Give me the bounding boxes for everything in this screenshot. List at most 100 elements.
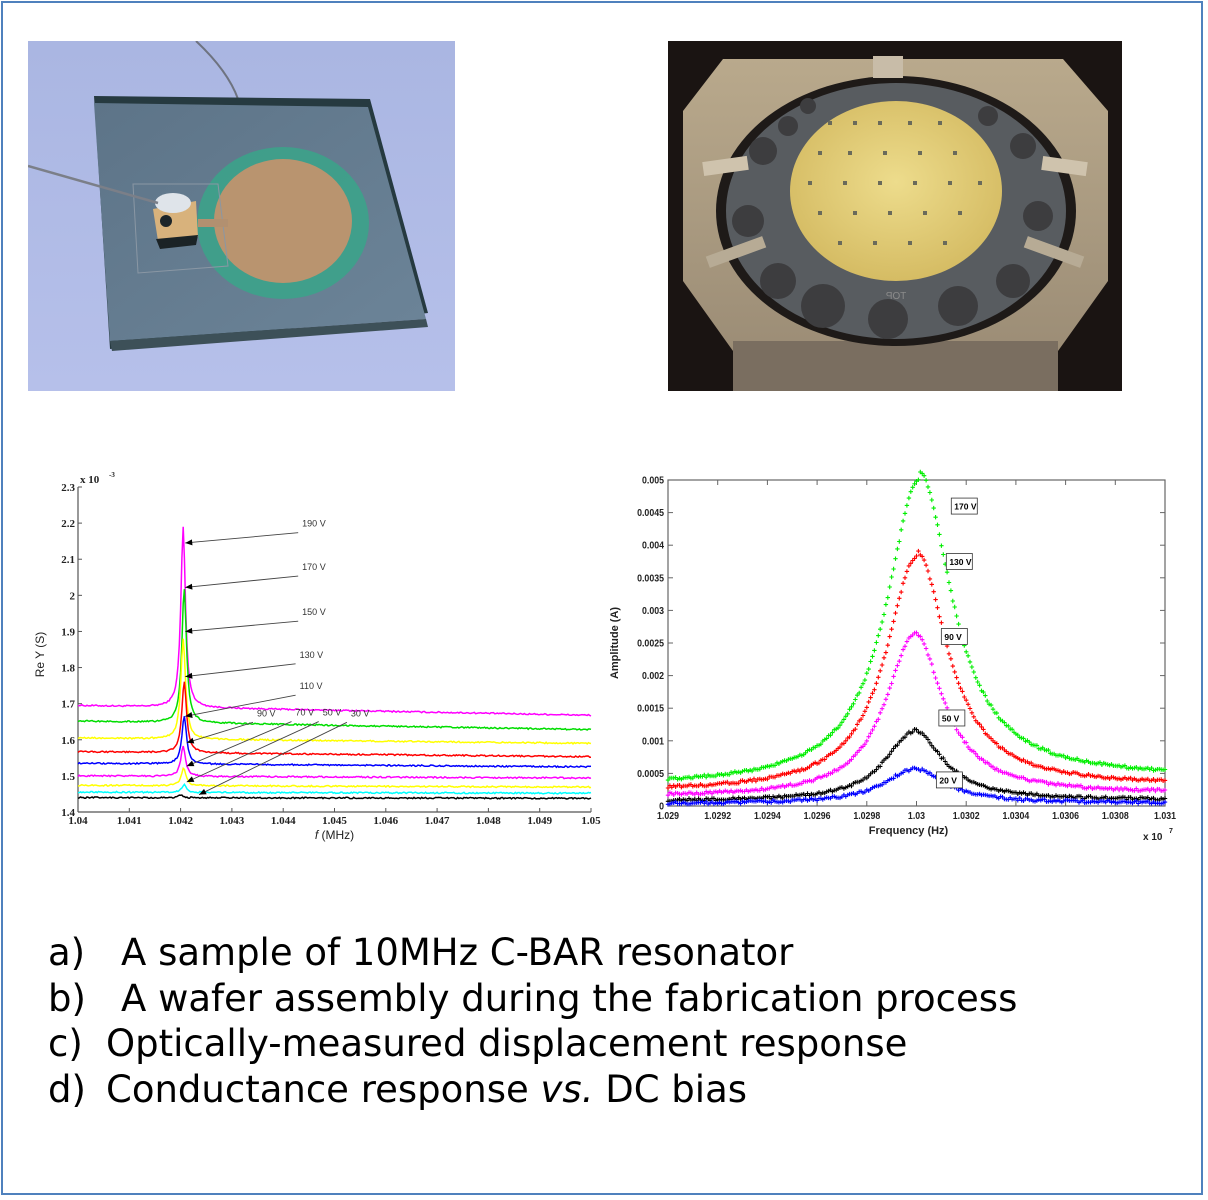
x-axis-label-italic: f [315, 828, 320, 842]
series-plus-markers [665, 548, 1168, 791]
caption-b: b) A wafer assembly during the fabricatio… [48, 976, 1017, 1022]
series-line-150v [77, 638, 592, 745]
photo-wafer-assembly: TOP [668, 41, 1122, 391]
caption-d-text-after: DC bias [593, 1067, 748, 1111]
x-exponent-label: x 10 [1143, 832, 1163, 843]
annotation-label: 170 V [954, 502, 977, 512]
series-markers-170v [665, 469, 1168, 783]
caption-d-label: d) [48, 1067, 86, 1111]
chart-displacement-series [665, 469, 1168, 807]
series-line-30v [77, 794, 592, 800]
annotation-box [945, 553, 973, 570]
series-line-90v [77, 745, 592, 780]
y-tick-label: 0.002 [642, 670, 664, 682]
annotation-label: 50 V [942, 713, 960, 723]
annotation-arrow-line [185, 663, 296, 678]
x-tick-label: 1.0304 [1002, 809, 1030, 821]
series-plus-markers [665, 630, 1168, 798]
annotation-arrow-line [185, 575, 299, 588]
annotation-label: 90 V [257, 708, 276, 718]
annotation-box [935, 771, 963, 789]
x-tick-label: 1.049 [527, 815, 552, 827]
wafer-illustration: TOP [668, 41, 1122, 391]
chart-displacement-annotations: 170 V 130 V 90 V 50 V 20 V [935, 497, 978, 789]
x-tick-label: 1.043 [220, 815, 245, 827]
annotation-arrow-line [186, 721, 319, 783]
x-tick-label: 1.047 [425, 815, 450, 827]
annotation-arrowhead [186, 776, 195, 783]
chart-conductance-axes: 1.4 1.5 1.6 1.7 1.8 1.9 2 2.1 2.2 2.3 1.04 1.041 1.0… [33, 471, 601, 842]
annotation-arrow-line [186, 721, 292, 767]
x-axis-label: Frequency (Hz) [869, 825, 949, 837]
series-markers-90v [665, 630, 1168, 798]
x-tick-label: 1.04 [68, 815, 88, 827]
annotation-arrowhead [185, 583, 193, 590]
y-tick-label: 1.9 [61, 626, 75, 638]
y-tick-label: 0.0015 [637, 702, 664, 714]
annotation-label: 190 V [302, 519, 326, 529]
y-tick-label: 1.8 [61, 663, 75, 675]
y-tick-label: 2.3 [61, 482, 75, 494]
x-axis-label-rest: (MHz) [318, 828, 354, 842]
y-tick-label: 0.0045 [637, 507, 664, 519]
y-tick-label: 1.5 [61, 771, 75, 783]
chart-displacement-svg: 0 0.0005 0.001 0.0015 0.002 0.0025 0.003 0.0035… [609, 469, 1176, 843]
caption-d-text-before: Conductance response [106, 1067, 541, 1111]
y-tick-label: 0.005 [642, 474, 664, 486]
caption-a: a) A sample of 10MHz C-BAR resonator [48, 930, 1017, 976]
annotation-label: 110 V [300, 681, 323, 691]
chart-conductance: 1.4 1.5 1.6 1.7 1.8 1.9 2 2.1 2.2 2.3 1.04 1.041 1.0… [30, 470, 610, 860]
x-tick-label: 1.03 [908, 809, 925, 821]
annotation-arrow-line [186, 721, 254, 744]
caption-c-label: c) [48, 1022, 83, 1065]
caption-d: d) Conductance response vs. DC bias [48, 1067, 1017, 1113]
y-tick-label: 1.7 [61, 699, 75, 711]
annotation-box [938, 709, 966, 727]
photo-resonator-sample [28, 41, 455, 391]
x-tick-label: 1.0298 [853, 809, 880, 821]
series-markers-50v [665, 727, 1168, 804]
caption-b-label: b) [48, 976, 86, 1020]
y-exponent-value: -3 [109, 471, 115, 479]
caption-a-text: A sample of 10MHz C-BAR resonator [121, 931, 794, 974]
series-line-110v [77, 716, 592, 769]
x-tick-label: 1.0294 [754, 809, 782, 821]
caption-a-label: a) [48, 931, 86, 974]
annotation-arrowhead [185, 712, 193, 718]
annotation-label: 170 V [302, 562, 326, 572]
series-line-130v [77, 681, 591, 759]
chart-conductance-annotations: 190 V 170 V 150 V 130 V 110 V 90 V 70 V 50 V 30 … [185, 519, 369, 796]
annotation-arrowhead [185, 627, 193, 634]
x-tick-label: 1.048 [476, 815, 501, 827]
y-tick-label: 0.0035 [637, 572, 664, 584]
series-line-190v [77, 526, 592, 717]
annotation-arrowhead [199, 788, 207, 795]
series-markers-130v [665, 548, 1168, 791]
series-plus-markers [665, 727, 1168, 804]
series-line-50v [77, 782, 592, 795]
y-tick-label: 0.001 [642, 735, 664, 747]
wafer-carrier-top-marking: TOP [885, 291, 906, 302]
chart-displacement: 0 0.0005 0.001 0.0015 0.002 0.0025 0.003 0.0035… [595, 465, 1195, 865]
x-tick-label: 1.042 [168, 815, 193, 827]
x-tick-label: 1.044 [271, 815, 296, 827]
annotation-arrowhead [185, 672, 193, 679]
annotation-arrow-line [185, 620, 299, 632]
annotation-label: 130 V [949, 557, 972, 567]
y-axis-label: Amplitude (A) [609, 607, 621, 679]
x-exponent-value: 7 [1169, 828, 1173, 835]
chart-conductance-series [77, 526, 592, 800]
x-tick-label: 1.0296 [804, 809, 831, 821]
annotation-arrowhead [186, 737, 195, 744]
annotation-box [950, 497, 978, 515]
caption-d-text-italic: vs. [540, 1067, 594, 1111]
y-axis-label: Re Y (S) [33, 632, 47, 678]
y-tick-label: 1.6 [61, 735, 75, 747]
y-exponent-label: x 10 [80, 474, 100, 486]
annotation-label: 20 V [939, 775, 957, 785]
caption-c-text: Optically-measured displacement response [106, 1022, 908, 1065]
annotation-arrow-line [185, 694, 296, 717]
plot-box [667, 479, 1166, 807]
resonator-illustration [28, 41, 455, 391]
